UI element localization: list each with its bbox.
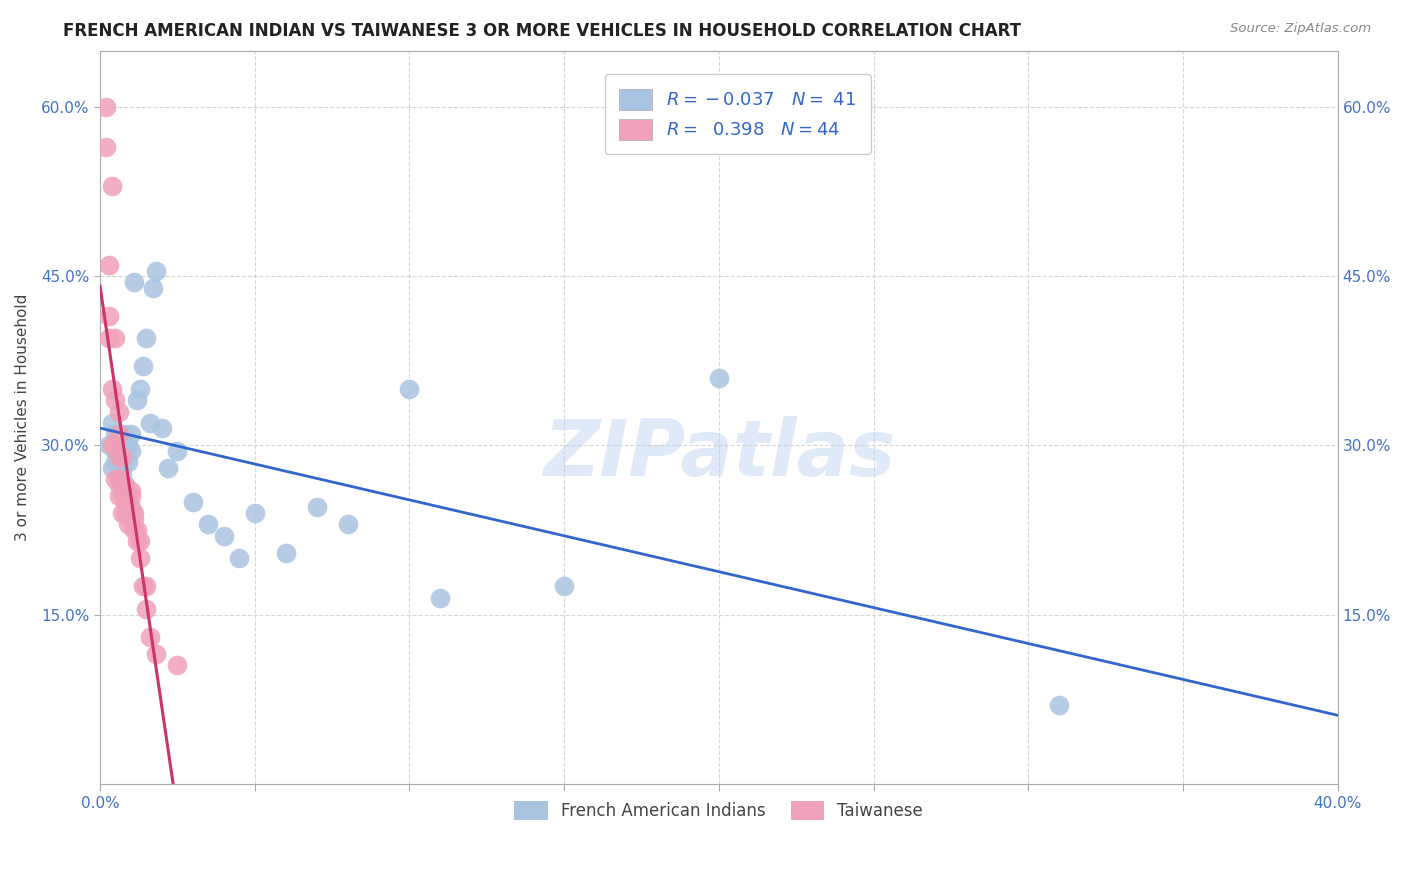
Text: ZIPatlas: ZIPatlas: [543, 416, 896, 491]
Point: [111, 467, 134, 481]
Legend: French American Indians, Taiwanese: French American Indians, Taiwanese: [508, 794, 929, 827]
Point: [135, 331, 157, 345]
Point: [98, 438, 121, 452]
Point: [707, 370, 730, 384]
Point: [114, 427, 136, 442]
Point: [553, 579, 575, 593]
Point: [114, 495, 136, 509]
Point: [111, 483, 134, 498]
Point: [150, 421, 173, 435]
Point: [135, 602, 157, 616]
Point: [166, 444, 188, 458]
Point: [107, 489, 129, 503]
Point: [98, 331, 121, 345]
Point: [117, 506, 139, 520]
Text: FRENCH AMERICAN INDIAN VS TAIWANESE 3 OR MORE VEHICLES IN HOUSEHOLD CORRELATION : FRENCH AMERICAN INDIAN VS TAIWANESE 3 OR…: [63, 22, 1021, 40]
Point: [101, 416, 124, 430]
Point: [127, 534, 149, 549]
Point: [129, 382, 152, 396]
Point: [117, 489, 139, 503]
Point: [305, 500, 328, 515]
Point: [336, 517, 359, 532]
Point: [243, 506, 266, 520]
Point: [157, 461, 180, 475]
Point: [107, 427, 129, 442]
Point: [274, 545, 297, 559]
Y-axis label: 3 or more Vehicles in Household: 3 or more Vehicles in Household: [15, 293, 30, 541]
Point: [166, 658, 188, 673]
Point: [101, 461, 124, 475]
Point: [145, 263, 167, 277]
Point: [104, 438, 127, 452]
Point: [212, 528, 235, 542]
Point: [122, 512, 145, 526]
Text: Source: ZipAtlas.com: Source: ZipAtlas.com: [1230, 22, 1371, 36]
Point: [120, 483, 142, 498]
Point: [98, 258, 121, 272]
Point: [122, 523, 145, 537]
Point: [120, 512, 142, 526]
Point: [107, 478, 129, 492]
Point: [111, 438, 134, 452]
Point: [107, 444, 129, 458]
Point: [107, 404, 129, 418]
Point: [104, 455, 127, 469]
Point: [111, 478, 134, 492]
Point: [104, 427, 127, 442]
Point: [129, 551, 152, 566]
Point: [107, 450, 129, 464]
Point: [96, 100, 118, 114]
Point: [228, 551, 250, 566]
Point: [104, 331, 127, 345]
Point: [142, 280, 165, 294]
Point: [114, 478, 136, 492]
Point: [181, 495, 204, 509]
Point: [117, 438, 139, 452]
Point: [127, 523, 149, 537]
Point: [98, 309, 121, 323]
Point: [104, 444, 127, 458]
Point: [111, 450, 134, 464]
Point: [104, 472, 127, 486]
Point: [120, 427, 142, 442]
Point: [122, 506, 145, 520]
Point: [101, 438, 124, 452]
Point: [120, 444, 142, 458]
Point: [197, 517, 219, 532]
Point: [96, 139, 118, 153]
Point: [101, 179, 124, 194]
Point: [117, 517, 139, 532]
Point: [138, 416, 160, 430]
Point: [132, 359, 155, 374]
Point: [135, 579, 157, 593]
Point: [101, 382, 124, 396]
Point: [1047, 698, 1070, 712]
Point: [104, 393, 127, 408]
Point: [132, 579, 155, 593]
Point: [114, 506, 136, 520]
Point: [138, 630, 160, 644]
Point: [107, 472, 129, 486]
Point: [114, 478, 136, 492]
Point: [145, 647, 167, 661]
Point: [117, 455, 139, 469]
Point: [120, 500, 142, 515]
Point: [114, 450, 136, 464]
Point: [429, 591, 451, 605]
Point: [127, 393, 149, 408]
Point: [129, 534, 152, 549]
Point: [111, 506, 134, 520]
Point: [398, 382, 420, 396]
Point: [120, 489, 142, 503]
Point: [122, 275, 145, 289]
